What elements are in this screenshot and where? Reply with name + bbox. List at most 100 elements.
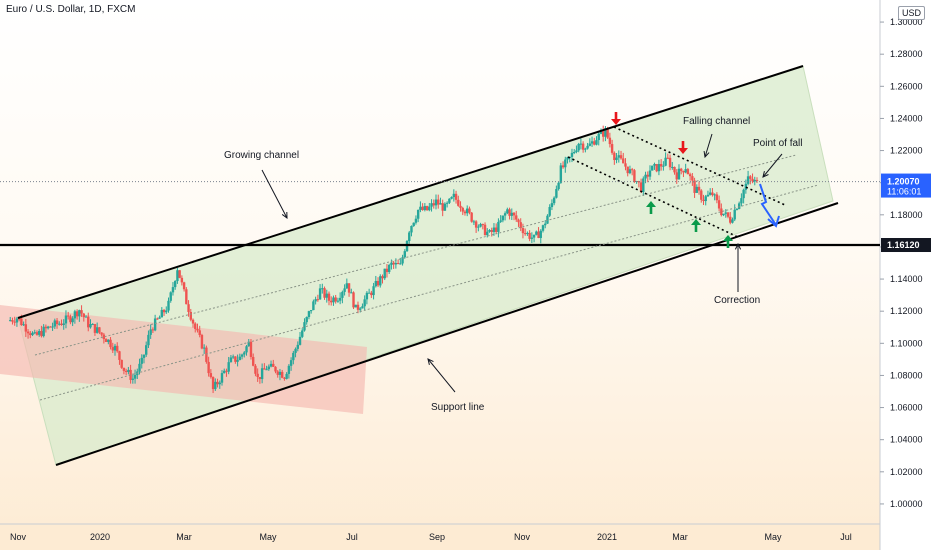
candle <box>194 322 197 333</box>
candle <box>408 230 411 244</box>
candle-body <box>717 200 721 209</box>
pointer-head <box>427 358 434 365</box>
candle-body <box>55 320 59 325</box>
candle <box>180 275 184 286</box>
candle <box>472 219 476 225</box>
candle <box>207 356 210 377</box>
candle <box>577 142 580 153</box>
candle-body <box>314 299 317 302</box>
candle <box>178 270 181 279</box>
candle-body <box>220 373 224 383</box>
candle-body <box>38 331 41 335</box>
candle <box>550 199 554 211</box>
support-level-badge[interactable] <box>881 238 931 253</box>
candle-body <box>173 281 177 288</box>
candle <box>11 317 14 325</box>
candle-body <box>559 165 563 183</box>
candle-body <box>109 339 112 348</box>
candle <box>528 230 531 242</box>
candle-body <box>301 330 304 337</box>
candle-body <box>254 365 257 374</box>
candle-body <box>69 316 72 323</box>
candle <box>468 206 471 215</box>
candle <box>749 175 752 185</box>
current-price-badge[interactable] <box>881 173 931 198</box>
candle-body <box>454 193 458 200</box>
candle-body <box>457 199 460 206</box>
time-tick-label: Mar <box>672 532 688 542</box>
candle-body <box>521 228 525 234</box>
candle <box>742 188 745 204</box>
candle <box>131 373 135 384</box>
candle-body <box>575 150 578 153</box>
candle-body <box>347 283 351 293</box>
candle-body <box>345 283 349 289</box>
candle-body <box>31 332 34 336</box>
candle-body <box>60 323 63 325</box>
candle-body <box>682 170 685 173</box>
candle-body <box>269 363 273 367</box>
candle-body <box>437 199 440 205</box>
candle <box>593 137 596 146</box>
candle <box>185 287 188 305</box>
candle <box>693 177 696 198</box>
candle-body <box>265 369 268 371</box>
price-axis-panel[interactable] <box>880 0 932 550</box>
candle-body <box>285 373 288 379</box>
candle <box>202 344 206 354</box>
candle-body <box>171 287 175 293</box>
candle <box>245 345 248 356</box>
candle <box>755 177 759 184</box>
candle-body <box>267 366 271 370</box>
candle-body <box>209 373 213 378</box>
pointer-head <box>734 242 742 250</box>
candle <box>702 194 705 206</box>
candle <box>684 163 687 174</box>
candle-body <box>149 329 152 335</box>
pointer-head <box>762 171 769 178</box>
candle-body <box>20 318 23 325</box>
candle <box>637 180 641 188</box>
candle-body <box>671 166 674 168</box>
candle <box>171 282 175 296</box>
candle <box>622 152 625 164</box>
candle-body <box>401 257 404 264</box>
candle <box>247 338 250 347</box>
candle-body <box>441 203 444 211</box>
candle-body <box>127 369 130 373</box>
candle <box>13 316 16 326</box>
candle-body <box>742 189 745 199</box>
candle <box>651 165 654 171</box>
candle-body <box>488 230 491 232</box>
candle-body <box>89 324 92 328</box>
candle-body <box>180 277 184 283</box>
time-axis-panel[interactable] <box>0 524 880 550</box>
candle-body <box>584 148 587 150</box>
candle-body <box>474 221 478 228</box>
pointer-line <box>704 133 713 158</box>
candle-body <box>579 143 583 145</box>
support-line <box>55 202 839 466</box>
candle-body <box>66 315 70 317</box>
candle-body <box>430 203 433 207</box>
candle-body <box>466 208 469 214</box>
candle <box>624 158 627 171</box>
candle <box>521 223 525 239</box>
time-tick-label: Jul <box>840 532 852 542</box>
candle <box>231 354 235 359</box>
candle-body <box>29 333 32 336</box>
candle-body <box>307 311 311 318</box>
candle-body <box>343 288 346 292</box>
candle-body <box>102 334 106 340</box>
candle <box>91 323 94 326</box>
candle <box>532 234 536 243</box>
candle <box>463 209 467 216</box>
candle-body <box>675 172 678 180</box>
candle <box>22 321 25 326</box>
candle <box>338 292 342 305</box>
candle-body <box>537 231 540 238</box>
candle <box>104 338 108 343</box>
candle-body <box>550 203 554 208</box>
currency-button[interactable]: USD <box>898 6 926 20</box>
